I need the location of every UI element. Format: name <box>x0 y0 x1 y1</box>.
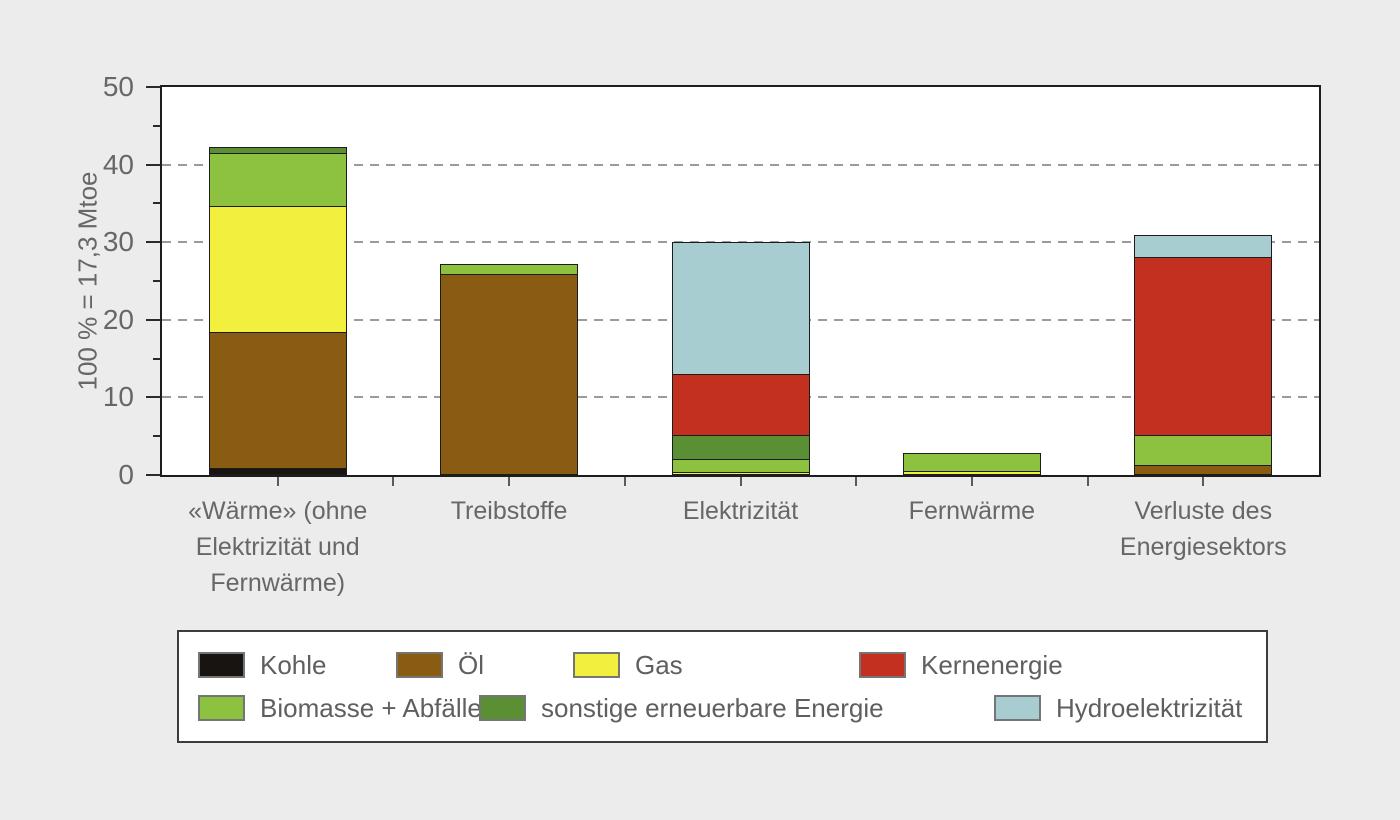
bar-segment <box>671 458 810 473</box>
bar-segment <box>208 146 347 154</box>
x-category-label-2: Elektrizität <box>682 497 799 525</box>
x-tick-center-2 <box>739 477 742 486</box>
x-tick-center-1 <box>508 477 511 486</box>
y-minor-tick-5 <box>153 435 160 438</box>
x-tick-boundary-1 <box>392 477 395 486</box>
bar-segment <box>208 331 347 469</box>
legend-item-hydroelektrizit-t: Hydroelektrizität <box>994 693 1242 723</box>
legend-label: Gas <box>635 649 683 680</box>
y-tick-0 <box>146 474 160 476</box>
bar-segment <box>1134 434 1273 467</box>
legend-label: Hydroelektrizität <box>1056 692 1243 723</box>
legend-color-swatch <box>859 652 906 678</box>
y-tick-10 <box>146 396 160 399</box>
bar-segment <box>208 152 347 208</box>
x-tick-boundary-3 <box>855 477 858 486</box>
legend-label: Öl <box>458 649 484 680</box>
x-category-label-3: Fernwärme <box>908 497 1036 525</box>
bar-category-3 <box>902 87 1041 475</box>
legend-label: sonstige erneuerbare Energie <box>541 692 884 723</box>
y-tick-label-50: 50 <box>102 71 134 102</box>
x-tick-center-0 <box>276 477 279 486</box>
legend-item--l: Öl <box>396 650 484 680</box>
bar-segment <box>671 373 810 437</box>
y-minor-tick-45 <box>153 124 160 127</box>
legend-label: Kohle <box>260 649 327 680</box>
y-tick-label-10: 10 <box>102 381 134 413</box>
x-tick-boundary-4 <box>1086 477 1089 486</box>
x-category-label-0: «Wärme» (ohne Elektrizität und Fernwärme… <box>188 497 368 597</box>
bar-segment <box>1134 464 1273 475</box>
legend-color-swatch <box>479 695 526 721</box>
x-tick-boundary-2 <box>623 477 626 486</box>
x-tick-center-3 <box>970 477 973 486</box>
bar-segment <box>671 242 810 375</box>
bar-segment <box>208 205 347 333</box>
y-tick-label-20: 20 <box>102 303 134 335</box>
plot-area: 0 10 20 30 40 50 «Wärme» (ohne Elektrizität un… <box>103 71 1321 597</box>
legend-color-swatch <box>573 652 620 678</box>
bar-segment <box>440 263 579 275</box>
bar-segment <box>671 434 810 461</box>
legend-item-sonstige-erneuerbare-energie: sonstige erneuerbare Energie <box>479 693 884 723</box>
legend-item-gas: Gas <box>573 650 683 680</box>
legend-item-kernenergie: Kernenergie <box>859 650 1063 680</box>
y-minor-tick-25 <box>153 280 160 282</box>
legend-label: Biomasse + Abfälle <box>260 692 482 723</box>
legend-color-swatch <box>396 652 443 678</box>
y-tick-50 <box>146 86 160 88</box>
y-minor-tick-15 <box>153 357 160 360</box>
x-category-label-4: Verluste des Energiesektors <box>1119 497 1287 561</box>
bar-category-4 <box>1134 87 1273 475</box>
bar-segment <box>1134 235 1273 258</box>
legend-item-kohle: Kohle <box>198 650 327 680</box>
x-tick-center-4 <box>1202 477 1205 486</box>
bar-category-2 <box>671 87 810 475</box>
legend-color-swatch <box>198 695 245 721</box>
y-tick-label-30: 30 <box>102 226 134 258</box>
y-tick-label-40: 40 <box>102 148 134 180</box>
bar-segment <box>902 452 1041 472</box>
bar-category-1 <box>440 87 579 475</box>
bar-segment <box>440 273 579 475</box>
legend-color-swatch <box>198 652 245 678</box>
legend-color-swatch <box>994 695 1041 721</box>
bar-category-0 <box>208 87 347 475</box>
y-tick-30 <box>146 241 160 244</box>
y-tick-40 <box>146 163 160 166</box>
y-tick-20 <box>146 318 160 321</box>
x-category-label-1: Treibstoffe <box>450 497 568 525</box>
y-tick-label-0: 0 <box>118 459 134 490</box>
gridline-30 <box>162 241 1319 244</box>
y-axis-title: 100 % = 17,3 Mtoe <box>72 171 103 391</box>
legend-item-biomasse-abf-lle: Biomasse + Abfälle <box>198 693 482 723</box>
bar-segment <box>1134 256 1273 437</box>
legend-box: Kohle Öl Gas Kernenergie Biomasse + Abfälle s… <box>177 630 1268 743</box>
y-minor-tick-35 <box>153 202 160 205</box>
legend-label: Kernenergie <box>921 649 1063 680</box>
gridline-40 <box>162 163 1319 166</box>
